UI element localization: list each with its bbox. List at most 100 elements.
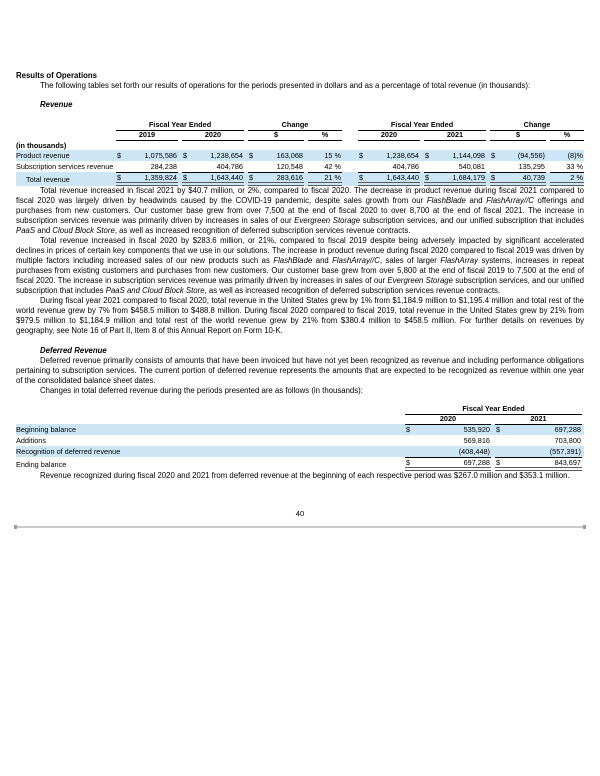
amount-cell: 15 %: [308, 150, 342, 161]
amount-cell: (557,391): [495, 446, 582, 457]
text-run: , as well as increased recognition of de…: [204, 286, 501, 295]
text-run: Total revenue increased in fiscal 2020 b…: [16, 236, 584, 265]
column-header-label: %: [550, 130, 584, 141]
text-run: systems, increases in repeat purchases f…: [16, 256, 584, 285]
amount-cell: 21 %: [308, 172, 342, 186]
column-header: 2021: [495, 414, 582, 425]
amount-value: 703,800: [554, 436, 581, 445]
group-header: Fiscal Year Ended: [405, 404, 582, 415]
column-header-label: $: [248, 130, 304, 141]
page-separator-line: [14, 525, 586, 529]
italic-term: FlashArray: [440, 256, 479, 265]
amount-cell: $1,238,654: [358, 150, 420, 161]
amount-value: 163,068: [276, 151, 303, 160]
column-header-label: 2021: [424, 130, 486, 141]
group-header: Change: [248, 120, 342, 131]
amount-value: (8)%: [567, 151, 583, 160]
text-run: Total revenue increased in fiscal 2021 b…: [16, 186, 584, 205]
amount-cell: $1,359,824: [116, 172, 178, 186]
amount-cell: $ (94,556): [490, 150, 546, 161]
amount-value: 283,616: [276, 173, 303, 182]
table-row: Total revenue $1,359,824 $1,643,440 $283,61…: [16, 172, 584, 186]
column-header: $: [490, 130, 546, 141]
column-header-label: 2019: [116, 130, 178, 141]
currency-symbol: $: [406, 425, 411, 434]
amount-value: 697,288: [554, 425, 581, 434]
paragraph-revenue-recognized: Revenue recognized during fiscal 2020 an…: [16, 471, 584, 481]
column-header: 2019: [116, 130, 178, 141]
amount-value: 404,786: [392, 162, 419, 171]
amount-cell: 569,816: [405, 435, 491, 446]
column-header-label: 2020: [182, 130, 244, 141]
text-run: The following tables set forth our resul…: [40, 81, 531, 90]
amount-cell: 404,786: [358, 161, 420, 172]
paragraph-fy2021-vs-2020: Total revenue increased in fiscal 2021 b…: [16, 186, 584, 236]
currency-symbol: $: [425, 151, 430, 160]
amount-value: 2 %: [570, 173, 583, 182]
table-row: 2019 2020 $% 2020 2021 $%: [16, 130, 584, 141]
italic-term: Evergreen Storage: [294, 216, 361, 225]
amount-value: 540,081: [458, 162, 485, 171]
amount-cell: $40,739: [490, 172, 546, 186]
column-header: 2021: [424, 130, 486, 141]
column-header: %: [308, 130, 342, 141]
text-run: and: [312, 256, 333, 265]
amount-value: (94,556): [517, 151, 545, 160]
table-row: (in thousands): [16, 140, 584, 150]
group-header-label: Fiscal Year Ended: [358, 120, 486, 131]
amount-value: 42 %: [324, 162, 341, 171]
table-row: Fiscal Year Ended: [16, 404, 584, 415]
amount-value: 1,075,586: [144, 151, 177, 160]
group-header-label: Fiscal Year Ended: [116, 120, 244, 131]
currency-symbol: $: [359, 151, 364, 160]
amount-cell: $1,643,440: [358, 172, 420, 186]
currency-symbol: $: [491, 173, 496, 182]
amount-value: 135,295: [518, 162, 545, 171]
table-row: Fiscal Year Ended Change Fiscal Year Ended…: [16, 120, 584, 131]
amount-cell: $283,616: [248, 172, 304, 186]
paragraph-deferred-definition: Deferred revenue primarily consists of a…: [16, 356, 584, 386]
paragraph-geography: During fiscal year 2021 compared to fisc…: [16, 296, 584, 336]
group-header-label: Change: [248, 120, 342, 131]
column-header-label: %: [308, 130, 342, 141]
italic-term: FlashBlade: [273, 256, 313, 265]
group-header: Fiscal Year Ended: [116, 120, 244, 131]
amount-value: (557,391): [549, 447, 581, 456]
group-header-label: Fiscal Year Ended: [405, 404, 582, 415]
amount-value: 569,816: [463, 436, 490, 445]
amount-value: 1,684,179: [452, 173, 485, 182]
currency-symbol: $: [491, 151, 496, 160]
text-run: During fiscal year 2021 compared to fisc…: [16, 296, 584, 335]
column-header-label: 2021: [495, 414, 582, 425]
currency-symbol: $: [183, 173, 188, 182]
italic-term: FlashArray//C: [332, 256, 380, 265]
italic-term: Cloud Block Store: [52, 226, 115, 235]
column-header: 2020: [358, 130, 420, 141]
currency-symbol: $: [117, 173, 122, 182]
row-label: Recognition of deferred revenue: [16, 447, 121, 456]
amount-cell: (8)%: [550, 150, 584, 161]
table-row: 2020 2021: [16, 414, 584, 425]
currency-symbol: $: [496, 458, 501, 467]
amount-value: 404,786: [216, 162, 243, 171]
amount-cell: (408,448): [405, 446, 491, 457]
page-title: Results of Operations: [16, 71, 98, 80]
amount-cell: $535,920: [405, 424, 491, 435]
text-run: and: [35, 226, 53, 235]
group-header: Change: [490, 120, 584, 131]
amount-value: 697,288: [463, 458, 490, 467]
amount-cell: $697,288: [405, 457, 491, 471]
amount-cell: 540,081: [424, 161, 486, 172]
text-run: subscription services, and our unified s…: [16, 276, 584, 295]
amount-cell: $843,697: [495, 457, 582, 471]
column-header-label: $: [490, 130, 546, 141]
table-row: Recognition of deferred revenue (408,448)…: [16, 446, 584, 457]
amount-value: 1,643,440: [210, 173, 243, 182]
column-header: %: [550, 130, 584, 141]
italic-term: FlashBlade: [426, 196, 466, 205]
italic-term: PaaS: [16, 226, 36, 235]
text-run: , as well as increased recognition of de…: [114, 226, 411, 235]
text-run: and: [465, 196, 487, 205]
currency-symbol: $: [183, 151, 188, 160]
